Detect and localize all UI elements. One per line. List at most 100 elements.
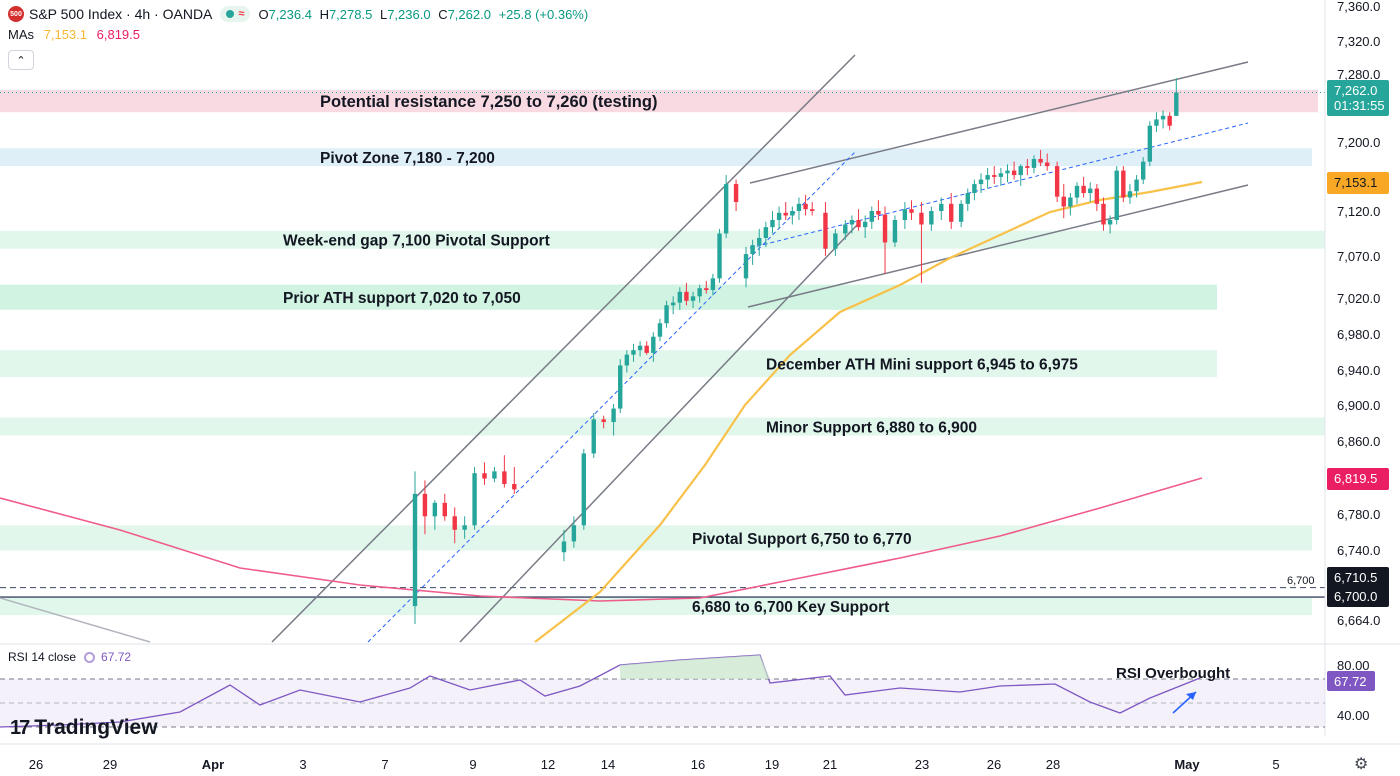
channel-lower-line xyxy=(459,223,859,643)
x-tick-label: 12 xyxy=(541,757,555,772)
price-badge-ma50 xyxy=(1327,172,1389,194)
tradingview-logo[interactable]: 17 TradingView xyxy=(10,716,158,740)
market-open-icon xyxy=(226,10,235,18)
candle-body xyxy=(677,291,682,303)
y-tick-label: 7,200.0 xyxy=(1337,135,1380,150)
candle-body xyxy=(733,184,739,203)
candle-body xyxy=(1061,196,1066,207)
rsi-legend[interactable]: RSI 14 close 67.72 xyxy=(8,650,131,664)
y-tick-label: 6,740.0 xyxy=(1337,543,1380,558)
open-label: O xyxy=(258,6,269,22)
candle-body xyxy=(909,209,914,213)
candle-body xyxy=(783,212,788,216)
rsi-value: 67.72 xyxy=(101,650,132,664)
candle-body xyxy=(618,365,623,409)
x-tick-label: 9 xyxy=(469,757,476,772)
candle-body xyxy=(992,175,997,177)
descending-line xyxy=(0,597,151,643)
close-value: 7,262.0 xyxy=(447,6,491,22)
rsi-line xyxy=(0,654,1201,728)
chevron-up-icon[interactable]: ⌃ xyxy=(8,50,34,70)
y-tick-label: 7,360.0 xyxy=(1337,0,1380,14)
candle-body xyxy=(690,296,696,301)
price-badge-ma200 xyxy=(1327,468,1389,490)
rsi-tick-label: 80.00 xyxy=(1337,658,1370,673)
ma-legend[interactable]: MAs 7,153.1 6,819.5 xyxy=(8,27,140,42)
candle-body xyxy=(823,212,828,249)
candle-body xyxy=(482,473,487,479)
candle-body xyxy=(810,209,815,212)
candle-body xyxy=(624,354,630,366)
candle-body xyxy=(770,219,775,228)
candle-body xyxy=(697,288,702,297)
symbol-title[interactable]: S&P 500 Index · 4h · OANDA xyxy=(29,6,213,22)
ohlc-values: O7,236.4 H7,278.5 L7,236.0 C7,262.0 +25.… xyxy=(258,7,592,22)
dashed-trend-2 xyxy=(749,122,1249,249)
high-value: 7,278.5 xyxy=(328,6,373,22)
candle-body xyxy=(1147,125,1153,162)
candle-body xyxy=(1088,188,1093,194)
candle-body xyxy=(651,336,656,353)
candle-body xyxy=(1107,219,1113,225)
market-status-pill[interactable]: ≈ xyxy=(220,6,251,22)
candle-body xyxy=(670,302,676,306)
y-tick-label: 7,280.0 xyxy=(1337,67,1380,82)
x-tick-label: 29 xyxy=(103,757,117,772)
rsi-overbought-label: RSI Overbought xyxy=(1116,665,1230,682)
candle-body xyxy=(591,419,596,454)
candle-body xyxy=(763,227,769,238)
zone-support xyxy=(0,230,1325,249)
candle-body xyxy=(492,471,497,479)
x-tick-label: 26 xyxy=(987,757,1001,772)
rsi-settings-icon[interactable] xyxy=(84,651,96,663)
candle-body xyxy=(843,224,848,234)
zone-support xyxy=(0,284,1217,310)
candle-body xyxy=(1038,158,1043,163)
candle-body xyxy=(939,203,944,212)
ma200-value: 6,819.5 xyxy=(96,27,140,42)
price-badge-text: 7,153.1 xyxy=(1334,175,1377,190)
candle-body xyxy=(856,219,861,228)
candle-body xyxy=(1121,170,1126,198)
candle-body xyxy=(849,219,855,225)
candle-body xyxy=(412,493,418,607)
ma50-line xyxy=(534,180,1203,643)
candle-body xyxy=(985,175,990,180)
candle-body xyxy=(432,502,438,517)
rsi-tick-label: 40.00 xyxy=(1337,708,1370,723)
candle-body xyxy=(978,179,984,185)
candle-body xyxy=(1005,170,1010,174)
zone-label: December ATH Mini support 6,945 to 6,975 xyxy=(766,357,1078,374)
candle-body xyxy=(684,291,689,301)
candle-body xyxy=(710,278,716,291)
candle-body xyxy=(452,516,457,530)
channel-upper-line xyxy=(271,54,856,643)
zone-label: Week-end gap 7,100 Pivotal Support xyxy=(283,233,550,250)
candle-body xyxy=(1141,161,1146,180)
x-tick-label: Apr xyxy=(202,757,224,772)
x-tick-label: 19 xyxy=(765,757,779,772)
candle-body xyxy=(750,245,755,255)
candle-body xyxy=(571,525,577,542)
price-badge-last xyxy=(1327,80,1389,116)
y-tick-label: 6,980.0 xyxy=(1337,327,1380,342)
candle-body xyxy=(1160,115,1166,120)
candle-body xyxy=(1031,158,1037,168)
candle-body xyxy=(869,211,874,222)
candle-body xyxy=(833,233,838,249)
y-tick-label: 6,860.0 xyxy=(1337,434,1380,449)
ma50-value: 7,153.1 xyxy=(43,27,87,42)
x-tick-label: 23 xyxy=(915,757,929,772)
high-label: H xyxy=(319,6,329,22)
candle-body xyxy=(776,212,782,220)
change-value: +25.8 (+0.36%) xyxy=(498,6,589,22)
gear-icon[interactable]: ⚙ xyxy=(1354,756,1369,773)
zone-label: 6,680 to 6,700 Key Support xyxy=(692,599,889,616)
candle-body xyxy=(803,203,808,210)
candle-body xyxy=(876,211,881,215)
open-value: 7,236.4 xyxy=(268,6,312,22)
zone-support xyxy=(0,350,1217,378)
candle-body xyxy=(637,345,643,351)
candle-body xyxy=(512,483,517,490)
